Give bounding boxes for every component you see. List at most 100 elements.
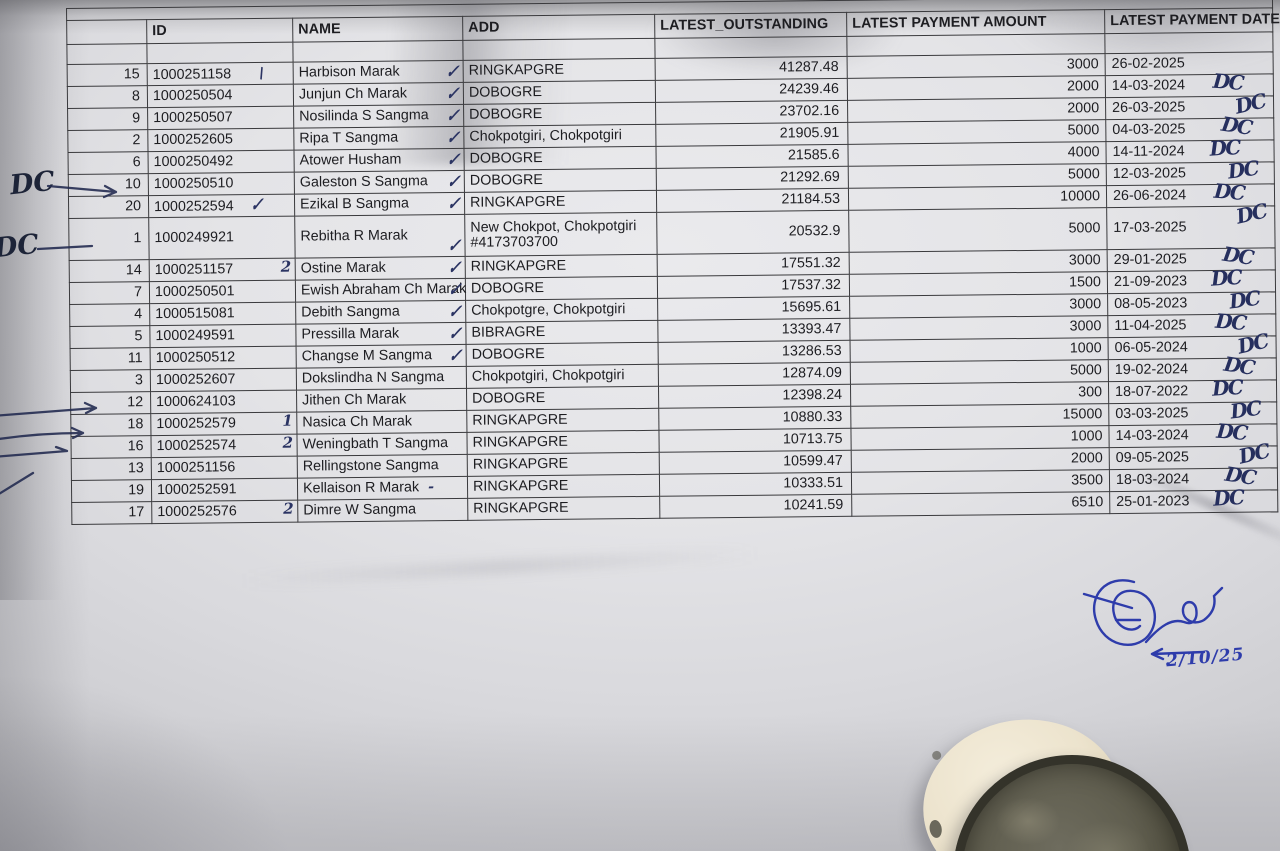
printed-table-area: ID NAME ADD LATEST_OUTSTANDING LATEST PAYMEN… bbox=[66, 0, 1280, 525]
cell-address: RINGKAPGRE bbox=[466, 430, 660, 455]
cell-row-number: 1 bbox=[68, 217, 150, 261]
cell-row-number: 3 bbox=[70, 369, 151, 393]
cell-row-number: 16 bbox=[70, 435, 152, 459]
cell-id: 1000251156 bbox=[151, 456, 298, 480]
cell-row-number: 7 bbox=[69, 281, 150, 305]
empty-cell bbox=[292, 40, 464, 63]
check-mark-icon: ✓ bbox=[447, 323, 462, 345]
cell-row-number: 10 bbox=[68, 173, 149, 197]
cell-name: Harbison Marak ✓ bbox=[293, 60, 464, 85]
id-value: 1000252576 bbox=[157, 503, 237, 521]
cell-row-number: 18 bbox=[70, 413, 151, 437]
cell-id: 1000252607 bbox=[150, 368, 297, 392]
id-value: 1000252605 bbox=[153, 131, 233, 149]
cell-payment-amount: 3000 bbox=[847, 53, 1106, 79]
signature-date: 2/10/25 bbox=[1165, 644, 1246, 672]
cell-outstanding: 10241.59 bbox=[659, 494, 852, 519]
id-value: 1000251158 bbox=[152, 65, 232, 83]
cell-outstanding: 15695.61 bbox=[657, 296, 850, 321]
cell-payment-amount: 5000 bbox=[848, 163, 1107, 189]
name-value: Ostine Marak bbox=[300, 259, 386, 277]
cell-address: DOBOGRE bbox=[463, 80, 656, 105]
name-value: Changse M Sangma bbox=[301, 347, 433, 365]
cell-id: 1000251158 \ bbox=[147, 62, 294, 86]
check-mark-icon: ✓ bbox=[446, 257, 461, 279]
cell-row-number: 19 bbox=[71, 479, 152, 503]
cell-address: DOBOGRE bbox=[465, 276, 658, 301]
cell-name: Nosilinda S Sangma ✓ bbox=[293, 104, 464, 129]
date-value: 26-03-2025 bbox=[1112, 99, 1186, 117]
id-value: 1000251156 bbox=[156, 459, 236, 477]
name-value: Junjun Ch Marak bbox=[298, 85, 408, 103]
cell-payment-amount: 15000 bbox=[850, 403, 1109, 429]
cell-name: Ripa T Sangma ✓ bbox=[293, 126, 464, 151]
cell-id: 1000515081 bbox=[149, 302, 296, 326]
id-value: 1000250492 bbox=[153, 153, 234, 171]
pen-mark: 2 bbox=[282, 433, 294, 452]
cell-name: Rebitha R Marak ✓ bbox=[294, 214, 466, 259]
cell-name: Galeston S Sangma ✓ bbox=[294, 170, 465, 195]
name-value: Rebitha R Marak bbox=[300, 227, 408, 245]
cell-address: RINGKAPGRE bbox=[467, 474, 660, 499]
outstanding-table: ID NAME ADD LATEST_OUTSTANDING LATEST PAYMEN… bbox=[66, 0, 1280, 525]
empty-cell bbox=[846, 33, 1106, 57]
date-value: 29-01-2025 bbox=[1113, 251, 1187, 269]
cell-id: 1000252576 bbox=[151, 500, 298, 524]
id-value: 1000250504 bbox=[152, 87, 233, 105]
dc-mark: DC bbox=[1227, 285, 1261, 314]
cell-payment-date: 19-02-2024 DC bbox=[1108, 352, 1277, 382]
cell-name: Debith Sangma ✓ bbox=[295, 300, 466, 325]
paper-wrinkle bbox=[239, 546, 761, 588]
cell-address: RINGKAPGRE bbox=[467, 496, 660, 521]
pen-mark: - bbox=[427, 479, 435, 496]
name-value: Ripa T Sangma bbox=[299, 129, 399, 147]
cell-payment-date: 17-03-2025 DC bbox=[1106, 199, 1276, 250]
cell-payment-amount: 3500 bbox=[851, 469, 1110, 495]
check-mark-icon: ✓ bbox=[444, 105, 460, 127]
column-header: NAME bbox=[292, 16, 463, 43]
cell-name: 2 Ostine Marak ✓ bbox=[281, 256, 466, 281]
cell-name: Dokslindha N Sangma bbox=[296, 366, 467, 391]
cell-row-number: 17 bbox=[71, 501, 152, 525]
name-value: Dimre W Sangma bbox=[303, 501, 417, 519]
column-header: LATEST PAYMENT DATE bbox=[1104, 7, 1280, 34]
cell-payment-amount: 1000 bbox=[850, 425, 1110, 451]
cell-address: RINGKAPGRE bbox=[466, 408, 659, 433]
cell-payment-amount: 5000 bbox=[848, 207, 1108, 253]
cell-name: Ewish Abraham Ch Marak ✓ bbox=[295, 278, 467, 303]
cell-outstanding: 21905.91 bbox=[655, 122, 848, 147]
cell-row-number: 12 bbox=[70, 391, 151, 415]
name-value: Debith Sangma bbox=[301, 303, 400, 321]
id-value: 1000249591 bbox=[155, 327, 236, 345]
date-value: 09-05-2025 bbox=[1115, 449, 1189, 467]
cell-payment-date: 08-05-2023 DC bbox=[1107, 286, 1276, 316]
cell-name: 2 Dimre W Sangma bbox=[283, 498, 468, 523]
id-value: 1000624103 bbox=[156, 393, 236, 411]
cell-address: Chokpotgiri, Chokpotgiri bbox=[463, 124, 656, 149]
name-value: Nasica Ch Marak bbox=[302, 413, 413, 431]
cell-id: 1000252574 bbox=[150, 434, 298, 458]
check-mark-icon: ✓ bbox=[445, 171, 460, 193]
cell-outstanding: 10713.75 bbox=[658, 428, 852, 453]
cell-row-number: 15 bbox=[67, 63, 148, 87]
name-value: Jithen Ch Marak bbox=[302, 391, 407, 409]
pen-mark: \ bbox=[257, 63, 267, 82]
name-value: Ewish Abraham Ch Marak bbox=[300, 280, 467, 299]
name-value: Galeston S Sangma bbox=[299, 173, 428, 191]
check-mark-icon: ✓ bbox=[249, 193, 264, 216]
name-value: Atower Husham bbox=[299, 151, 402, 169]
cell-id: 1000252579 bbox=[150, 412, 297, 436]
cell-address: RINGKAPGRE bbox=[464, 190, 657, 215]
date-value: 26-06-2024 bbox=[1112, 187, 1187, 205]
cell-id: 1000250501 bbox=[149, 280, 296, 304]
date-value: 25-01-2023 bbox=[1116, 493, 1190, 511]
cell-address: DOBOGRE bbox=[466, 386, 659, 411]
cell-outstanding: 21292.69 bbox=[656, 166, 849, 191]
id-value: 1000249921 bbox=[154, 229, 235, 247]
cell-payment-amount: 5000 bbox=[850, 359, 1109, 385]
check-mark-icon: ✓ bbox=[444, 83, 459, 105]
cell-row-number: 5 bbox=[69, 325, 151, 349]
check-mark-icon: ✓ bbox=[446, 279, 461, 301]
date-value: 03-03-2025 bbox=[1115, 405, 1189, 423]
cell-id: 1000250507 bbox=[147, 106, 294, 130]
